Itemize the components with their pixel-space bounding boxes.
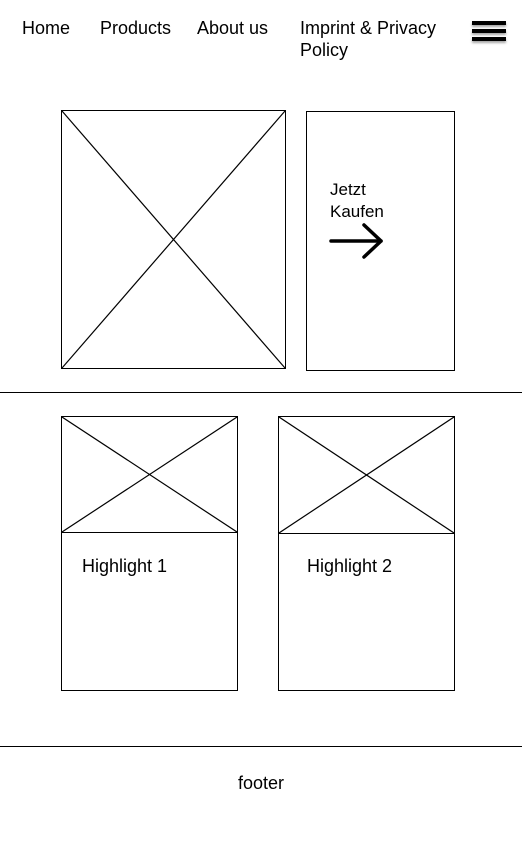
highlight-title: Highlight 2 bbox=[307, 556, 393, 576]
hero-image-placeholder bbox=[61, 110, 286, 369]
highlight-image-placeholder bbox=[62, 417, 237, 533]
buy-now-card[interactable]: Jetzt Kaufen bbox=[306, 111, 455, 371]
image-placeholder-icon bbox=[279, 417, 454, 533]
menu-bar bbox=[472, 37, 506, 41]
nav-link-imprint-privacy[interactable]: Imprint & Privacy Policy bbox=[300, 18, 437, 60]
highlight-image-placeholder bbox=[279, 417, 454, 534]
menu-bar bbox=[472, 21, 506, 25]
image-placeholder-icon bbox=[62, 417, 237, 532]
section-divider bbox=[0, 392, 522, 393]
footer-label: footer bbox=[237, 773, 285, 793]
nav-link-home[interactable]: Home bbox=[22, 18, 71, 38]
highlight-card-1[interactable]: Highlight 1 bbox=[61, 416, 238, 691]
image-placeholder-icon bbox=[62, 111, 285, 368]
hamburger-menu-icon[interactable] bbox=[472, 21, 506, 45]
menu-bar bbox=[472, 29, 506, 33]
highlight-card-2[interactable]: Highlight 2 bbox=[278, 416, 455, 691]
footer-divider bbox=[0, 746, 522, 747]
arrow-right-icon bbox=[329, 223, 383, 259]
highlight-title: Highlight 1 bbox=[82, 556, 168, 576]
nav-link-products[interactable]: Products bbox=[100, 18, 172, 38]
nav-link-about-us[interactable]: About us bbox=[197, 18, 269, 38]
buy-now-label: Jetzt Kaufen bbox=[330, 180, 384, 221]
